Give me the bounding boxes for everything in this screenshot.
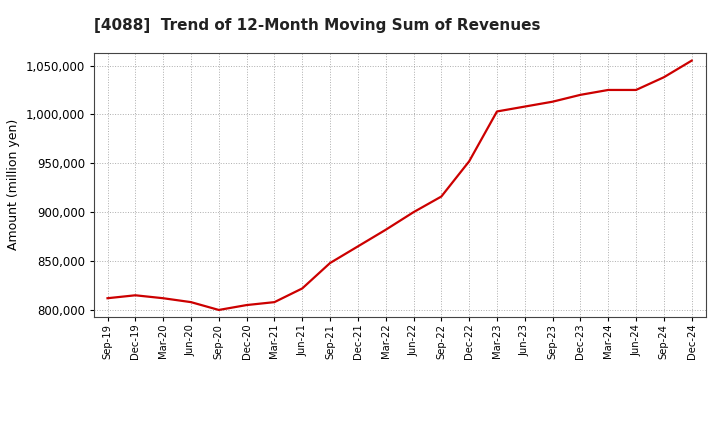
Text: [4088]  Trend of 12-Month Moving Sum of Revenues: [4088] Trend of 12-Month Moving Sum of R… xyxy=(94,18,540,33)
Y-axis label: Amount (million yen): Amount (million yen) xyxy=(7,119,20,250)
